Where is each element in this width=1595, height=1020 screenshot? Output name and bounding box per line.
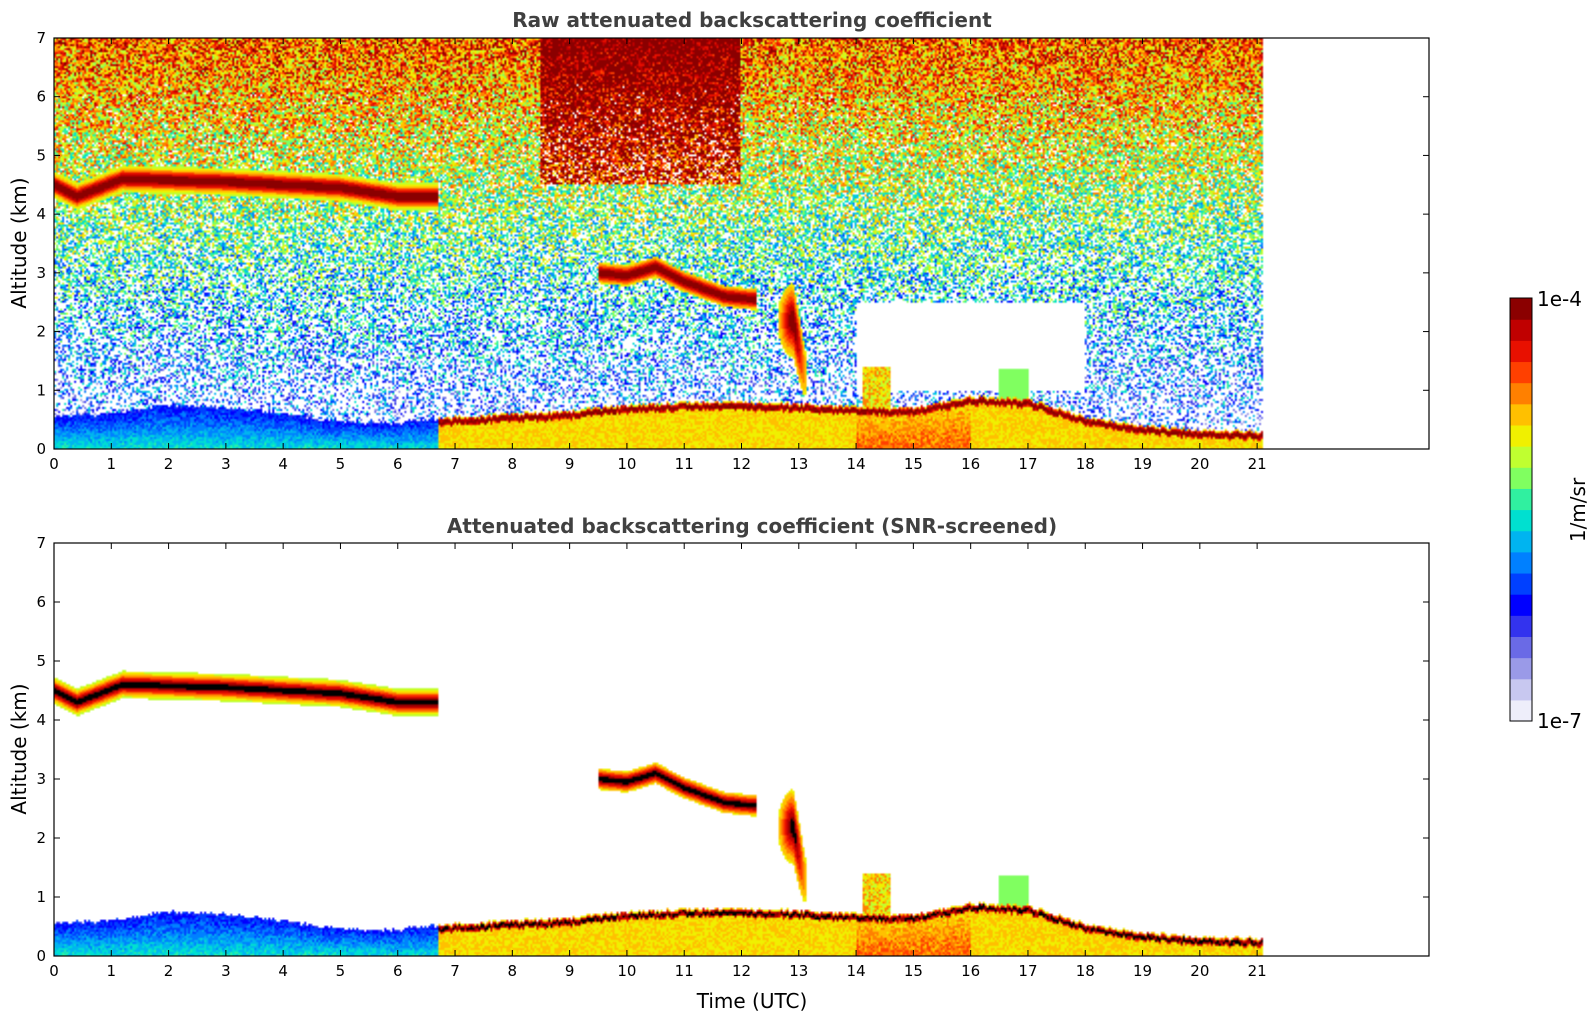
- y-tick-label: 3: [36, 770, 46, 788]
- y-tick-label: 6: [36, 593, 46, 611]
- colorbar-step: [1510, 382, 1532, 405]
- y-tick-label: 2: [36, 829, 46, 847]
- colorbar: 1e-4 1e-7 1/m/sr: [1509, 287, 1590, 733]
- y-tick-label: 5: [36, 146, 46, 164]
- x-tick-label: 18: [1076, 962, 1095, 980]
- x-tick-label: 3: [221, 962, 231, 980]
- y-tick-label: 4: [36, 205, 46, 223]
- panel-raw-title: Raw attenuated backscattering coefficien…: [512, 8, 992, 32]
- x-tick-label: 19: [1133, 455, 1152, 473]
- x-tick-label: 17: [1018, 962, 1037, 980]
- y-tick-label: 0: [36, 440, 46, 458]
- x-tick-label: 11: [675, 455, 694, 473]
- x-tick-label: 14: [847, 962, 866, 980]
- y-tick-label: 6: [36, 88, 46, 106]
- colorbar-step: [1510, 424, 1532, 447]
- x-tick-label: 8: [508, 455, 518, 473]
- x-tick-label: 10: [617, 455, 636, 473]
- x-tick-label: 13: [789, 962, 808, 980]
- x-tick-label: 15: [904, 455, 923, 473]
- x-tick-label: 1: [107, 455, 117, 473]
- panel-screened-ylabel: Altitude (km): [7, 683, 31, 814]
- x-tick-label: 16: [961, 962, 980, 980]
- y-tick-label: 5: [36, 652, 46, 670]
- x-tick-label: 8: [508, 962, 518, 980]
- colorbar-step: [1510, 551, 1532, 574]
- x-tick-label: 4: [278, 455, 288, 473]
- colorbar-step: [1510, 319, 1532, 341]
- x-tick-label: 18: [1076, 455, 1095, 473]
- x-tick-label: 3: [221, 455, 231, 473]
- x-tick-label: 12: [732, 962, 751, 980]
- x-tick-label: 21: [1248, 962, 1267, 980]
- x-tick-label: 20: [1190, 962, 1209, 980]
- x-tick-label: 2: [164, 962, 174, 980]
- panel-raw-ticks: 0 1 2 3 4 5 6 7 8 9 10 11 12 13 14 15 16 17 18 19 20 21012345…: [36, 29, 1429, 473]
- x-tick-label: 13: [789, 455, 808, 473]
- panel-raw: Raw attenuated backscattering coefficien…: [7, 8, 1430, 473]
- panel-raw-ylabel: Altitude (km): [7, 177, 31, 308]
- x-tick-label: 12: [732, 455, 751, 473]
- x-tick-label: 4: [278, 962, 288, 980]
- x-tick-label: 9: [565, 962, 575, 980]
- y-tick-label: 1: [36, 888, 46, 906]
- y-tick-label: 1: [36, 381, 46, 399]
- panel-screened-xlabel: Time (UTC): [696, 989, 808, 1013]
- colorbar-step: [1510, 361, 1532, 384]
- x-tick-label: 19: [1133, 962, 1152, 980]
- colorbar-step: [1510, 678, 1532, 701]
- x-tick-label: 6: [393, 455, 403, 473]
- colorbar-step: [1510, 530, 1532, 553]
- panel-screened-ticks: 0 1 2 3 4 5 6 7 8 9 10 11 12 13 14 15 16 17 18 19 20 21012345…: [36, 534, 1429, 980]
- colorbar-step: [1510, 298, 1532, 320]
- colorbar-gradient: [1510, 298, 1532, 722]
- colorbar-step: [1510, 657, 1532, 680]
- colorbar-step: [1510, 446, 1532, 468]
- colorbar-step: [1510, 488, 1532, 511]
- x-tick-label: 11: [675, 962, 694, 980]
- y-tick-label: 2: [36, 323, 46, 341]
- panel-raw-heatmap: [54, 38, 1429, 449]
- x-tick-label: 5: [336, 962, 346, 980]
- colorbar-min-label: 1e-7: [1537, 709, 1582, 733]
- y-tick-label: 3: [36, 264, 46, 282]
- x-tick-label: 7: [450, 962, 460, 980]
- x-tick-label: 15: [904, 962, 923, 980]
- y-tick-label: 7: [36, 534, 46, 552]
- colorbar-step: [1510, 403, 1532, 426]
- colorbar-unit-label: 1/m/sr: [1566, 477, 1590, 542]
- y-tick-label: 7: [36, 29, 46, 47]
- panel-screened: Attenuated backscattering coefficient (S…: [7, 514, 1430, 1013]
- panel-screened-heatmap: [54, 543, 1429, 956]
- colorbar-step: [1510, 340, 1532, 363]
- colorbar-step: [1510, 594, 1532, 616]
- x-tick-label: 0: [49, 455, 59, 473]
- colorbar-step: [1510, 615, 1532, 637]
- x-tick-label: 17: [1018, 455, 1037, 473]
- colorbar-step: [1510, 509, 1532, 532]
- x-tick-label: 6: [393, 962, 403, 980]
- x-tick-label: 9: [565, 455, 575, 473]
- x-tick-label: 16: [961, 455, 980, 473]
- x-tick-label: 20: [1190, 455, 1209, 473]
- x-tick-label: 7: [450, 455, 460, 473]
- x-tick-label: 21: [1248, 455, 1267, 473]
- colorbar-frame: [1509, 297, 1533, 722]
- colorbar-max-label: 1e-4: [1537, 287, 1582, 311]
- y-tick-label: 4: [36, 711, 46, 729]
- colorbar-step: [1510, 636, 1532, 659]
- x-tick-label: 0: [49, 962, 59, 980]
- x-tick-label: 2: [164, 455, 174, 473]
- y-tick-label: 0: [36, 947, 46, 965]
- panel-screened-title: Attenuated backscattering coefficient (S…: [447, 514, 1057, 538]
- x-tick-label: 1: [107, 962, 117, 980]
- x-tick-label: 10: [617, 962, 636, 980]
- x-tick-label: 14: [847, 455, 866, 473]
- colorbar-step: [1510, 699, 1532, 722]
- x-tick-label: 5: [336, 455, 346, 473]
- colorbar-step: [1510, 572, 1532, 595]
- colorbar-step: [1510, 467, 1532, 489]
